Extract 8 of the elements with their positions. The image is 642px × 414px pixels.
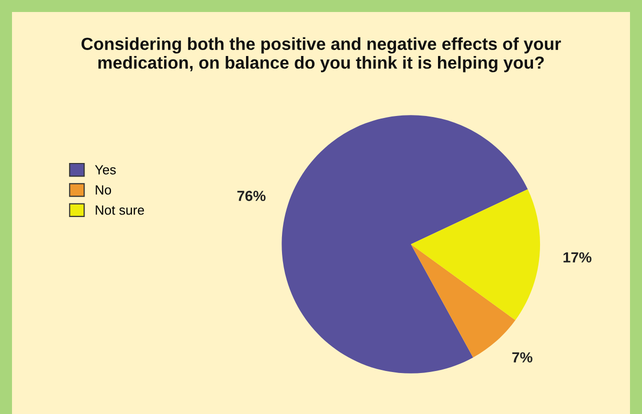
data-label: 76% [237,190,266,202]
data-label: 7% [512,352,532,362]
data-label: 17% [564,252,592,262]
chart-title: Considering both the positive and negative effects of your medication, on balance do you think it is helping you? [82,37,561,72]
legend-label: Yes [95,165,116,174]
legend-label: Not sure [96,206,144,215]
pie-slice [410,189,540,320]
legend-label: No [96,185,112,195]
